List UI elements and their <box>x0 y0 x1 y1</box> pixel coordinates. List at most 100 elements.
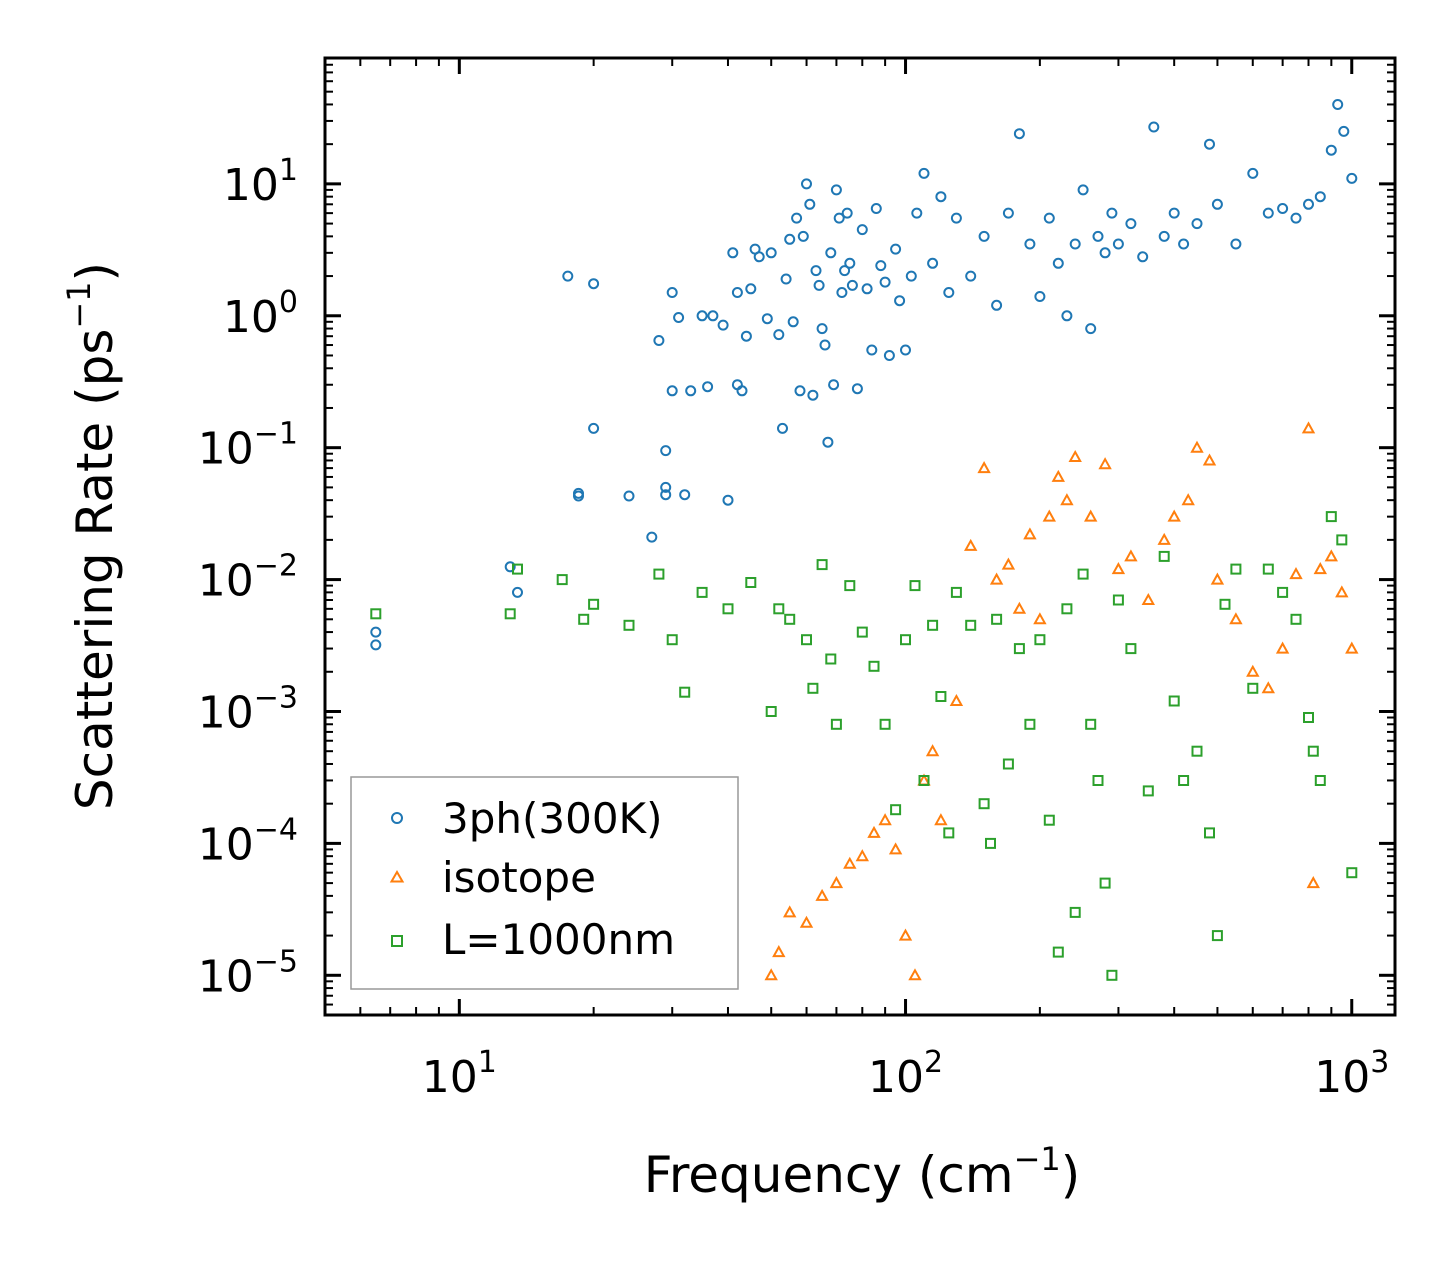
point-l1000nm <box>722 603 734 615</box>
point-l1000nm <box>1043 814 1055 826</box>
point-3ph300k <box>844 257 856 269</box>
point-3ph300k <box>773 329 785 341</box>
point-3ph300k <box>1204 138 1215 150</box>
point-3ph300k <box>927 257 939 269</box>
point-3ph300k <box>1085 323 1097 335</box>
point-3ph300k <box>646 531 658 543</box>
point-l1000nm <box>784 613 796 625</box>
point-3ph300k <box>696 310 708 322</box>
point-l1000nm <box>816 559 828 571</box>
point-isotope <box>1190 440 1204 453</box>
point-3ph300k <box>839 265 851 277</box>
point-l1000nm <box>1290 613 1302 625</box>
point-l1000nm <box>927 619 939 631</box>
point-l1000nm <box>807 682 819 694</box>
point-3ph300k <box>794 385 806 397</box>
point-3ph300k <box>1325 144 1337 156</box>
point-3ph300k <box>1262 207 1274 219</box>
point-isotope <box>1246 664 1260 677</box>
point-3ph300k <box>787 316 799 328</box>
point-isotope <box>1335 585 1349 598</box>
point-3ph300k <box>822 436 834 448</box>
point-3ph300k <box>894 295 906 307</box>
point-l1000nm <box>844 580 856 592</box>
point-l1000nm <box>830 718 842 730</box>
point-l1000nm <box>879 718 891 730</box>
point-3ph300k <box>870 203 882 214</box>
point-3ph300k <box>851 383 863 395</box>
point-isotope <box>1042 509 1056 522</box>
point-isotope <box>989 572 1004 585</box>
point-l1000nm <box>745 577 757 588</box>
point-isotope <box>908 968 922 981</box>
point-isotope <box>1124 549 1138 562</box>
point-3ph300k <box>588 278 600 290</box>
point-3ph300k <box>836 287 848 298</box>
point-l1000nm <box>1002 758 1014 770</box>
point-l1000nm <box>965 619 977 631</box>
point-3ph300k <box>911 207 923 219</box>
y-tick-label: 101 <box>223 153 298 211</box>
point-l1000nm <box>1219 598 1231 610</box>
point-3ph300k <box>512 586 523 598</box>
point-l1000nm <box>856 626 868 638</box>
point-isotope <box>964 538 978 551</box>
point-3ph300k <box>804 198 816 210</box>
point-l1000nm <box>1069 906 1081 918</box>
point-3ph300k <box>745 283 757 295</box>
point-3ph300k <box>900 344 911 356</box>
point-3ph300k <box>1338 125 1350 137</box>
point-l1000nm <box>1230 563 1242 575</box>
point-3ph300k <box>846 279 858 291</box>
point-isotope <box>1068 449 1082 462</box>
point-l1000nm <box>556 574 568 586</box>
point-3ph300k <box>717 319 729 331</box>
point-l1000nm <box>1142 785 1154 797</box>
point-3ph300k <box>1099 247 1111 259</box>
point-l1000nm <box>890 804 902 816</box>
point-l1000nm <box>1158 550 1170 562</box>
point-3ph300k <box>679 489 691 501</box>
legend-label-3ph: 3ph(300K) <box>442 794 662 843</box>
point-l1000nm <box>1061 603 1073 615</box>
point-3ph300k <box>1069 238 1081 250</box>
point-3ph300k <box>935 191 947 203</box>
point-l1000nm <box>1178 775 1190 786</box>
point-3ph300k <box>736 385 748 397</box>
point-3ph300k <box>828 379 840 391</box>
point-3ph300k <box>943 287 955 298</box>
point-3ph300k <box>816 323 828 335</box>
point-isotope <box>1313 562 1327 575</box>
point-isotope <box>1167 509 1181 522</box>
point-l1000nm <box>935 691 947 702</box>
point-isotope <box>1301 421 1316 434</box>
point-isotope <box>1202 453 1217 466</box>
point-isotope <box>783 905 797 918</box>
point-isotope <box>855 849 869 862</box>
point-isotope <box>867 825 881 838</box>
point-3ph300k <box>791 212 803 224</box>
point-l1000nm <box>1336 534 1348 546</box>
point-3ph300k <box>875 260 887 272</box>
point-3ph300k <box>879 276 891 288</box>
point-isotope <box>799 915 814 928</box>
point-3ph300k <box>761 313 773 325</box>
point-3ph300k <box>1332 99 1344 110</box>
point-isotope <box>1012 601 1027 614</box>
point-isotope <box>1001 557 1016 570</box>
point-3ph300k <box>1013 128 1025 140</box>
point-3ph300k <box>666 287 678 298</box>
point-l1000nm <box>1325 511 1337 523</box>
point-isotope <box>1084 509 1098 522</box>
point-3ph300k <box>810 265 822 277</box>
point-3ph300k <box>965 270 977 282</box>
point-l1000nm <box>1034 634 1046 646</box>
point-isotope <box>1111 562 1126 575</box>
point-3ph300k <box>504 561 516 573</box>
point-3ph300k <box>765 247 777 259</box>
point-l1000nm <box>943 827 955 839</box>
point-3ph300k <box>1158 230 1170 242</box>
point-3ph300k <box>978 230 990 242</box>
point-3ph300k <box>1092 230 1104 242</box>
point-l1000nm <box>1112 594 1124 606</box>
